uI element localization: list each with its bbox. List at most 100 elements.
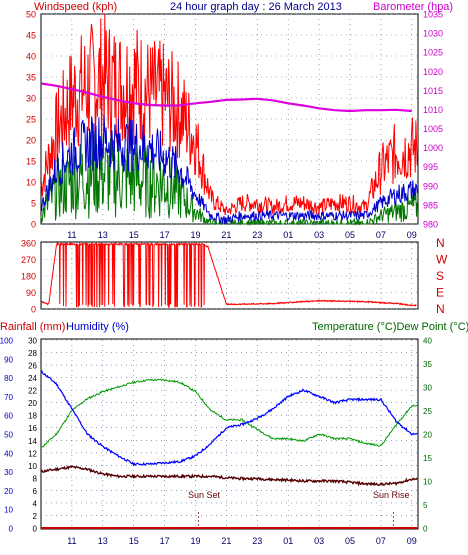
climate-x-tick-label: 17: [160, 536, 170, 546]
direction-y-tick-label: 180: [21, 272, 36, 282]
climate-x-tick-label: 11: [67, 536, 76, 546]
humidity-y-tick-label: 20: [28, 399, 37, 408]
wind-x-tick-label: 07: [376, 230, 386, 240]
climate-x-tick-label: 03: [314, 536, 324, 546]
humidity-y-tick-label: 4: [33, 499, 38, 508]
gust-series-line: [40, 13, 418, 215]
barometer-y-tick-label: 985: [423, 200, 438, 210]
compass-label: N: [436, 302, 445, 316]
barometer-y-tick-label: 1025: [423, 48, 443, 58]
temperature-label: Temperature (°C)Dew Point (°C): [312, 321, 468, 333]
dew-point-series-line: [40, 465, 418, 487]
climate-x-tick-label: 01: [283, 536, 293, 546]
wind-x-tick-label: 19: [191, 230, 201, 240]
humidity-y-tick-label: 12: [28, 449, 37, 458]
climate-x-tick-label: 13: [98, 536, 108, 546]
wind-y-tick-label: 30: [26, 94, 36, 104]
barometer-y-tick-label: 1020: [423, 67, 443, 77]
humidity-y-tick-label: 26: [28, 362, 37, 371]
wind-y-tick-label: 40: [26, 52, 36, 62]
compass-label: E: [436, 286, 444, 300]
sun-rise-label: Sun Rise: [373, 490, 410, 500]
humidity-y-tick-label: 6: [33, 487, 38, 496]
wind-direction-line: [40, 241, 417, 309]
rainfall-y-tick-label: 10: [4, 506, 13, 515]
wind-x-tick-label: 17: [160, 230, 170, 240]
wind-y-tick-label: 45: [26, 31, 36, 41]
humidity-y-tick-label: 22: [28, 387, 37, 396]
temperature-y-tick-label: 10: [423, 478, 432, 487]
humidity-y-tick-label: 2: [33, 512, 38, 521]
wind-series: [40, 13, 418, 226]
climate-x-tick-label: 19: [191, 536, 201, 546]
direction-panel: [40, 241, 419, 310]
humidity-y-tick-label: 18: [28, 412, 37, 421]
humidity-y-tick-label: 0: [33, 525, 38, 534]
compass-label: N: [436, 236, 445, 250]
rainfall-y-tick-label: 90: [4, 355, 13, 364]
barometer-y-tick-label: 980: [423, 220, 438, 230]
wind-x-tick-label: 11: [67, 230, 76, 240]
climate-x-tick-label: 07: [376, 536, 386, 546]
wind-y-tick-label: 50: [26, 10, 36, 20]
climate-panel: [40, 338, 419, 530]
humidity-y-tick-label: 8: [33, 474, 38, 483]
rainfall-y-tick-label: 70: [4, 393, 13, 402]
direction-y-tick-label: 0: [31, 305, 36, 315]
climate-x-tick-label: 15: [129, 536, 139, 546]
wind-x-tick-label: 03: [314, 230, 324, 240]
wind-y-tick-label: 15: [26, 157, 36, 167]
temperature-y-tick-label: 40: [423, 337, 432, 346]
humidity-y-tick-label: 30: [28, 337, 37, 346]
climate-x-tick-label: 23: [252, 536, 262, 546]
rainfall-y-tick-label: 30: [4, 468, 13, 477]
average-speed-series-line: [40, 114, 418, 225]
wind-x-tick-label: 01: [283, 230, 293, 240]
rainfall-y-tick-label: 50: [4, 431, 13, 440]
barometer-series-line: [40, 82, 412, 113]
climate-series: [40, 370, 418, 529]
humidity-y-tick-label: 28: [28, 349, 37, 358]
barometer-y-tick-label: 1010: [423, 105, 443, 115]
temperature-y-tick-label: 15: [423, 454, 432, 463]
direction-series: [40, 241, 417, 309]
humidity-y-tick-label: 24: [28, 374, 37, 383]
rainfall-y-tick-label: 0: [9, 525, 14, 534]
barometer-y-tick-label: 1005: [423, 124, 443, 134]
wind-y-tick-label: 35: [26, 73, 36, 83]
rainfall-y-tick-label: 20: [4, 487, 13, 496]
sun-set-label: Sun Set: [188, 490, 221, 500]
barometer-y-tick-label: 1000: [423, 143, 443, 153]
climate-x-tick-label: 09: [407, 536, 417, 546]
wind-y-tick-label: 25: [26, 115, 36, 125]
compass-label: W: [436, 253, 448, 267]
temperature-series-line: [40, 378, 418, 449]
rainfall-y-tick-label: 60: [4, 412, 13, 421]
temperature-y-tick-label: 5: [423, 501, 428, 510]
barometer-y-tick-label: 1030: [423, 29, 443, 39]
wind-y-tick-label: 0: [31, 220, 36, 230]
barometer-y-tick-label: 1015: [423, 86, 443, 96]
climate-axes: 0102030405060708090100024681012141618202…: [0, 337, 432, 547]
windspeed-label: Windspeed (kph): [34, 1, 117, 13]
temperature-y-tick-label: 20: [423, 431, 432, 440]
rainfall-y-tick-label: 80: [4, 374, 13, 383]
wind-axes: 0510152025303540455098098599099510001005…: [26, 10, 443, 241]
wind-y-tick-label: 5: [31, 199, 36, 209]
climate-grid: [41, 339, 418, 529]
barometer-y-tick-label: 995: [423, 162, 438, 172]
temperature-y-tick-label: 0: [423, 525, 428, 534]
temperature-y-tick-label: 30: [423, 384, 432, 393]
humidity-label: Humidity (%): [66, 321, 129, 333]
wind-x-tick-label: 05: [345, 230, 355, 240]
rainfall-y-tick-label: 100: [0, 337, 14, 346]
climate-x-tick-label: 21: [221, 536, 231, 546]
temperature-y-tick-label: 35: [423, 360, 432, 369]
direction-axes: 360 N 270 W 180 S 90 E 0 N: [21, 236, 448, 316]
wind-x-tick-label: 09: [407, 230, 417, 240]
wind-x-tick-label: 21: [221, 230, 231, 240]
wind-x-tick-label: 23: [252, 230, 262, 240]
wind-y-tick-label: 20: [26, 136, 36, 146]
wind-x-tick-label: 15: [129, 230, 139, 240]
